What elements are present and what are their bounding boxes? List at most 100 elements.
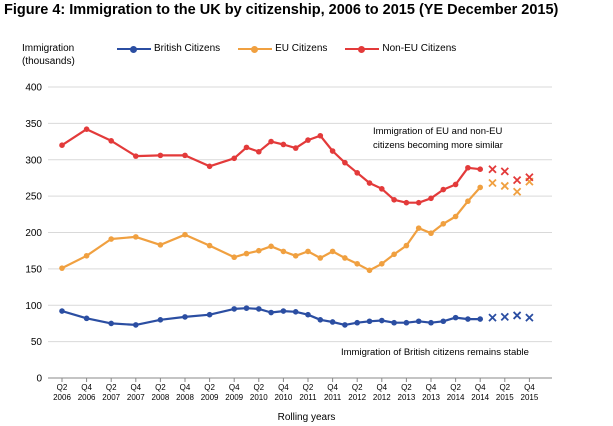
- series-1-point-10: [268, 243, 274, 250]
- series-0-point-4: [157, 317, 164, 323]
- series-line-2: [61, 128, 481, 204]
- series-1-point-23: [428, 230, 434, 237]
- series-1-point-26: [465, 198, 471, 205]
- x-tick-year-6: 2009: [201, 393, 219, 402]
- series-0-point-27: [477, 316, 484, 322]
- annotation-british-stable: Immigration of British citizens remains …: [341, 347, 529, 358]
- series-2-point-21: [403, 199, 410, 206]
- chart-title: Figure 4: Immigration to the UK by citiz…: [4, 2, 559, 18]
- series-0-point-6: [206, 311, 213, 318]
- x-tick-year-19: 2015: [521, 393, 539, 402]
- series-1-point-7: [231, 254, 237, 261]
- series-2-point-11: [280, 141, 287, 148]
- annotation-eu-non-eu-line2: citizens becoming more similar: [373, 140, 503, 151]
- series-1-point-8: [243, 250, 250, 257]
- series-0-provisional-0: [488, 313, 497, 322]
- series-2-provisional-3: [525, 173, 534, 182]
- x-tick-year-10: 2011: [299, 393, 317, 402]
- series-line-1: [61, 186, 482, 272]
- x-tick-quarter-16: Q2: [450, 383, 461, 392]
- x-tick-quarter-17: Q4: [475, 383, 486, 392]
- series-0-point-16: [342, 322, 348, 328]
- legend-swatch-eu: [238, 44, 273, 54]
- series-0-point-2: [108, 320, 114, 327]
- legend-item-non-eu: Non-EU Citizens: [345, 43, 456, 54]
- x-tick-quarter-7: Q4: [229, 383, 240, 392]
- series-2-point-15: [329, 148, 336, 154]
- series-2-point-1: [83, 126, 90, 132]
- series-2-point-12: [292, 145, 299, 151]
- x-tick-quarter-15: Q4: [426, 383, 437, 392]
- series-0-point-8: [243, 305, 250, 311]
- y-tick-label-0: 0: [36, 374, 42, 385]
- series-2-point-22: [415, 199, 422, 206]
- series-1-point-18: [366, 267, 373, 274]
- series-0-point-0: [59, 308, 65, 314]
- series-1-point-4: [157, 242, 164, 248]
- x-tick-quarter-3: Q4: [130, 383, 141, 392]
- series-1-point-24: [440, 220, 447, 227]
- x-tick-year-9: 2010: [275, 393, 293, 402]
- series-2-point-14: [317, 132, 324, 139]
- series-2-point-5: [182, 152, 188, 159]
- series-2-provisional-0: [488, 165, 497, 174]
- series-2-point-24: [440, 186, 447, 193]
- x-tick-year-13: 2012: [373, 393, 391, 402]
- y-tick-label-50: 50: [31, 337, 43, 348]
- x-tick-year-15: 2013: [422, 393, 440, 402]
- series-0-point-23: [428, 319, 434, 326]
- legend-label-british: British Citizens: [154, 43, 221, 54]
- series-0-point-21: [403, 319, 410, 326]
- y-axis-label-line1: Immigration: [22, 43, 75, 54]
- x-tick-quarter-5: Q4: [180, 383, 191, 392]
- legend-swatch-non-eu: [345, 44, 380, 54]
- x-tick-quarter-4: Q2: [155, 383, 166, 392]
- series-1-point-21: [403, 242, 410, 249]
- legend-label-non-eu: Non-EU Citizens: [382, 43, 457, 54]
- series-0-point-1: [83, 315, 90, 322]
- x-tick-quarter-19: Q4: [524, 383, 535, 392]
- x-tick-year-11: 2011: [324, 393, 342, 402]
- series-0-point-18: [366, 318, 373, 325]
- series-0-point-20: [391, 319, 397, 326]
- series-2-point-16: [342, 159, 348, 166]
- annotation-eu-non-eu-line1: Immigration of EU and non-EU: [373, 126, 503, 137]
- series-1-point-16: [342, 255, 348, 261]
- x-tick-quarter-11: Q4: [327, 383, 338, 392]
- series-0-point-19: [379, 317, 385, 324]
- series-2-provisional-2: [512, 175, 522, 185]
- series-0-point-26: [465, 316, 471, 322]
- series-2-point-10: [268, 138, 274, 145]
- series-0-provisional-1: [500, 312, 509, 322]
- y-axis-label: Immigration (thousands): [22, 42, 75, 68]
- y-tick-label-250: 250: [25, 192, 42, 203]
- series-1-point-19: [379, 260, 385, 267]
- x-tick-year-16: 2014: [447, 393, 465, 402]
- series-0-point-10: [268, 309, 274, 316]
- x-tick-year-5: 2008: [176, 393, 194, 402]
- series-1-point-20: [391, 251, 397, 258]
- series-1-point-2: [108, 236, 114, 242]
- x-tick-quarter-0: Q2: [57, 383, 68, 392]
- series-2-point-9: [255, 148, 262, 155]
- series-0-point-14: [317, 317, 324, 323]
- x-tick-year-1: 2006: [78, 393, 96, 402]
- series-1-point-27: [477, 184, 484, 191]
- series-2-point-19: [379, 186, 385, 192]
- x-tick-year-12: 2012: [348, 393, 366, 402]
- series-1-point-25: [452, 213, 459, 220]
- series-0-point-22: [415, 318, 422, 325]
- x-tick-year-2: 2007: [102, 393, 120, 402]
- x-tick-year-17: 2014: [471, 393, 489, 402]
- series-0-point-9: [255, 306, 262, 312]
- series-2-point-4: [157, 152, 164, 159]
- legend-swatch-british: [117, 44, 151, 54]
- series-0-point-24: [440, 318, 447, 325]
- legend-item-british: British Citizens: [117, 43, 220, 54]
- series-2-point-27: [477, 166, 484, 173]
- series-1-point-17: [354, 260, 361, 267]
- y-tick-label-100: 100: [25, 301, 42, 312]
- series-1-point-22: [415, 225, 422, 231]
- x-tick-year-3: 2007: [127, 393, 145, 402]
